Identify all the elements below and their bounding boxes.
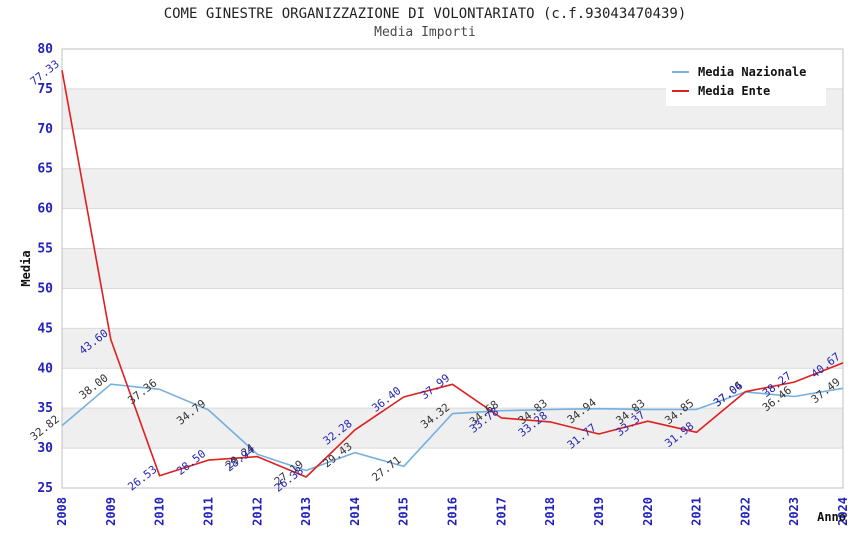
y-tick-label: 60 [37,202,53,217]
legend-item-media-ente: Media Ente [672,81,820,100]
data-point-label: 37.49 [809,375,843,406]
legend-swatch-media-nazionale [672,70,689,73]
plot-band [62,248,843,289]
x-tick-label: 2024 [836,497,850,526]
x-tick-label: 2014 [348,497,362,526]
plot-band [62,408,843,449]
data-point-label: 37.99 [418,371,452,402]
data-point-label: 38.00 [77,371,111,402]
x-tick-label: 2018 [543,497,557,526]
series-line-media-ente [61,70,844,478]
y-tick-label: 30 [37,441,53,456]
y-tick-label: 75 [37,82,53,97]
x-tick-label: 2021 [690,497,704,526]
x-tick-label: 2008 [55,497,69,526]
x-tick-label: 2022 [738,497,752,526]
x-tick-label: 2009 [104,497,118,526]
x-tick-label: 2023 [787,497,801,526]
y-tick-label: 80 [37,42,53,57]
plot-band [62,328,843,369]
x-tick-label: 2017 [494,497,508,526]
x-tick-label: 2016 [446,497,460,526]
legend-item-media-nazionale: Media Nazionale [672,62,820,81]
y-tick-label: 50 [37,281,53,296]
legend-label: Media Ente [698,83,771,98]
legend: Media Nazionale Media Ente [666,57,826,106]
y-tick-label: 45 [37,321,53,336]
data-point-label: 32.82 [28,413,62,444]
y-tick-label: 25 [37,481,53,496]
x-tick-label: 2010 [153,497,167,526]
legend-label: Media Nazionale [698,64,807,79]
y-tick-label: 55 [37,242,53,257]
x-tick-label: 2019 [592,497,606,526]
x-tick-label: 2012 [250,497,264,526]
data-point-label: 26.53 [125,463,159,494]
x-tick-label: 2015 [397,497,411,526]
x-tick-label: 2011 [201,497,215,526]
x-tick-label: 2020 [641,497,655,526]
y-tick-label: 70 [37,122,53,137]
x-tick-label: 2013 [299,497,313,526]
y-axis-title: Media [19,250,33,286]
y-tick-label: 65 [37,162,53,177]
data-point-label: 37.36 [125,376,159,407]
plot-border [61,48,844,489]
chart-subtitle: Media Importi [374,25,476,40]
chart-title: COME GINESTRE ORGANIZZAZIONE DI VOLONTAR… [163,6,687,22]
series-line-media-nazionale [61,383,844,472]
legend-swatch-media-ente [672,89,689,92]
y-tick-label: 40 [37,361,53,376]
x-axis-title: Anno [817,510,846,524]
y-tick-label: 35 [37,401,53,416]
plot-band [62,168,843,209]
